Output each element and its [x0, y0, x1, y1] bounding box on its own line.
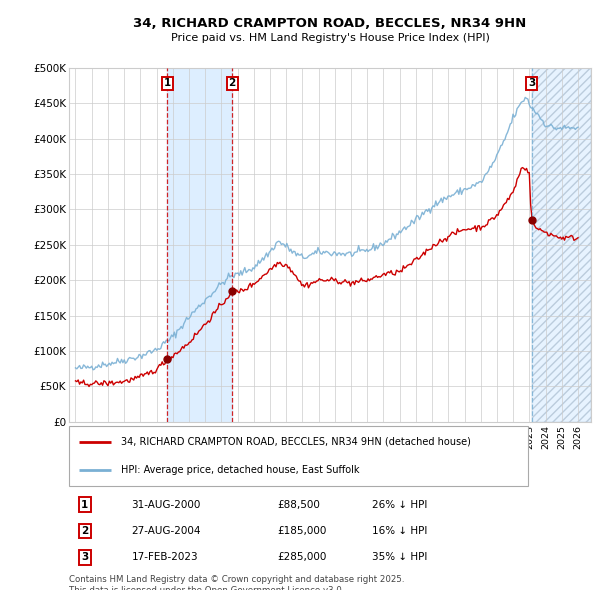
Text: 27-AUG-2004: 27-AUG-2004 — [131, 526, 201, 536]
Text: 2: 2 — [81, 526, 88, 536]
FancyBboxPatch shape — [69, 426, 529, 486]
Text: HPI: Average price, detached house, East Suffolk: HPI: Average price, detached house, East… — [121, 465, 360, 475]
Text: 34, RICHARD CRAMPTON ROAD, BECCLES, NR34 9HN (detached house): 34, RICHARD CRAMPTON ROAD, BECCLES, NR34… — [121, 437, 471, 447]
Text: 26% ↓ HPI: 26% ↓ HPI — [372, 500, 427, 510]
Text: 16% ↓ HPI: 16% ↓ HPI — [372, 526, 427, 536]
Bar — [532, 68, 591, 422]
Text: 34, RICHARD CRAMPTON ROAD, BECCLES, NR34 9HN: 34, RICHARD CRAMPTON ROAD, BECCLES, NR34… — [133, 17, 527, 30]
Text: 2: 2 — [229, 78, 236, 88]
Text: 1: 1 — [164, 78, 171, 88]
Text: £285,000: £285,000 — [278, 552, 327, 562]
Text: Price paid vs. HM Land Registry's House Price Index (HPI): Price paid vs. HM Land Registry's House … — [170, 33, 490, 42]
Text: 3: 3 — [528, 78, 535, 88]
Text: 3: 3 — [81, 552, 88, 562]
Text: £88,500: £88,500 — [278, 500, 320, 510]
Text: 1: 1 — [81, 500, 88, 510]
Bar — [532, 68, 591, 422]
Bar — [167, 68, 232, 422]
Text: 31-AUG-2000: 31-AUG-2000 — [131, 500, 201, 510]
Text: 17-FEB-2023: 17-FEB-2023 — [131, 552, 198, 562]
Text: 35% ↓ HPI: 35% ↓ HPI — [372, 552, 427, 562]
Text: Contains HM Land Registry data © Crown copyright and database right 2025.
This d: Contains HM Land Registry data © Crown c… — [69, 575, 404, 590]
Text: £185,000: £185,000 — [278, 526, 327, 536]
